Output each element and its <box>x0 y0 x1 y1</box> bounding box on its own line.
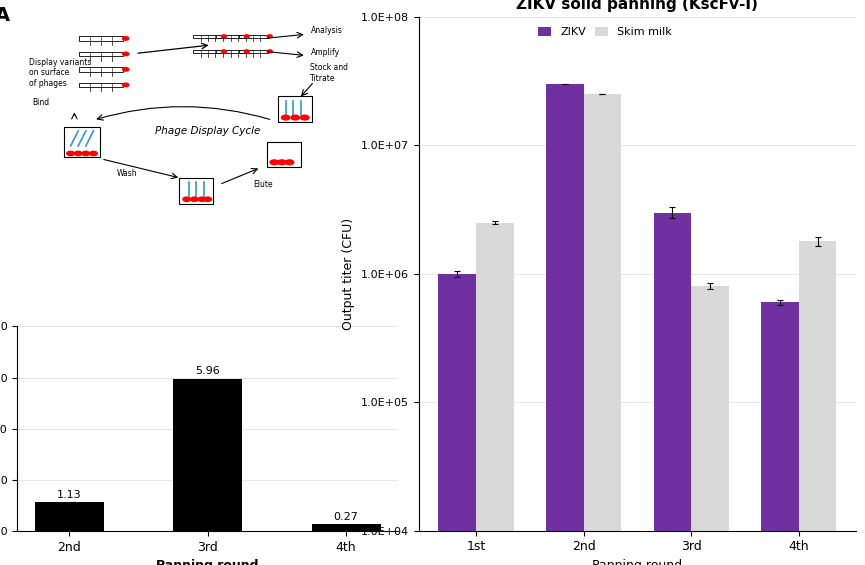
FancyBboxPatch shape <box>216 34 245 38</box>
Circle shape <box>123 37 129 40</box>
Text: Wash: Wash <box>116 170 137 179</box>
Text: A: A <box>0 6 10 25</box>
Circle shape <box>123 83 129 86</box>
Circle shape <box>267 50 272 53</box>
Bar <box>35 502 104 531</box>
X-axis label: Panning round: Panning round <box>157 559 259 565</box>
Circle shape <box>291 115 299 120</box>
Circle shape <box>123 68 129 71</box>
Text: 5.96: 5.96 <box>195 366 220 376</box>
Bar <box>173 379 242 531</box>
Circle shape <box>190 197 198 201</box>
Bar <box>311 524 381 531</box>
Circle shape <box>183 197 190 201</box>
Bar <box>476 223 514 565</box>
FancyBboxPatch shape <box>239 50 267 53</box>
Text: Display variants
on surface
of phages: Display variants on surface of phages <box>29 58 91 88</box>
Text: Stock and
Titrate: Stock and Titrate <box>311 63 349 82</box>
FancyBboxPatch shape <box>79 36 124 41</box>
Bar <box>546 84 584 565</box>
Circle shape <box>244 50 249 53</box>
Circle shape <box>244 35 249 38</box>
FancyBboxPatch shape <box>266 142 301 167</box>
Circle shape <box>285 160 294 164</box>
FancyBboxPatch shape <box>79 82 124 87</box>
Circle shape <box>221 50 227 53</box>
Circle shape <box>281 115 290 120</box>
Bar <box>761 302 798 565</box>
Bar <box>584 94 621 565</box>
Circle shape <box>123 52 129 56</box>
Bar <box>654 212 691 565</box>
Circle shape <box>82 151 90 155</box>
Text: 0.27: 0.27 <box>334 512 359 521</box>
Text: Bind: Bind <box>33 98 49 107</box>
FancyBboxPatch shape <box>79 51 124 56</box>
Legend: ZIKV, Skim milk: ZIKV, Skim milk <box>534 23 676 42</box>
FancyBboxPatch shape <box>79 67 124 72</box>
X-axis label: Panning round: Panning round <box>593 559 682 565</box>
Bar <box>439 274 476 565</box>
Y-axis label: Output titer (CFU): Output titer (CFU) <box>342 218 356 330</box>
FancyBboxPatch shape <box>194 50 222 53</box>
Circle shape <box>300 115 309 120</box>
Title: ZIKV solid panning (KscFv-I): ZIKV solid panning (KscFv-I) <box>516 0 759 12</box>
FancyBboxPatch shape <box>239 34 267 38</box>
FancyBboxPatch shape <box>216 50 245 53</box>
Bar <box>798 241 836 565</box>
Bar <box>691 286 729 565</box>
Circle shape <box>67 151 74 155</box>
Circle shape <box>90 151 97 155</box>
Text: Amplify: Amplify <box>311 48 340 57</box>
FancyBboxPatch shape <box>64 127 100 157</box>
Text: Elute: Elute <box>253 180 273 189</box>
Circle shape <box>270 160 279 164</box>
FancyBboxPatch shape <box>279 97 312 122</box>
Text: Phage Display Cycle: Phage Display Cycle <box>155 126 260 136</box>
Circle shape <box>278 160 286 164</box>
Circle shape <box>74 151 82 155</box>
Circle shape <box>267 35 272 38</box>
FancyBboxPatch shape <box>179 178 214 204</box>
Circle shape <box>204 197 211 201</box>
Text: 1.13: 1.13 <box>57 490 81 499</box>
FancyBboxPatch shape <box>194 34 222 38</box>
Circle shape <box>198 197 206 201</box>
Text: Analysis: Analysis <box>311 27 343 36</box>
Circle shape <box>221 35 227 38</box>
